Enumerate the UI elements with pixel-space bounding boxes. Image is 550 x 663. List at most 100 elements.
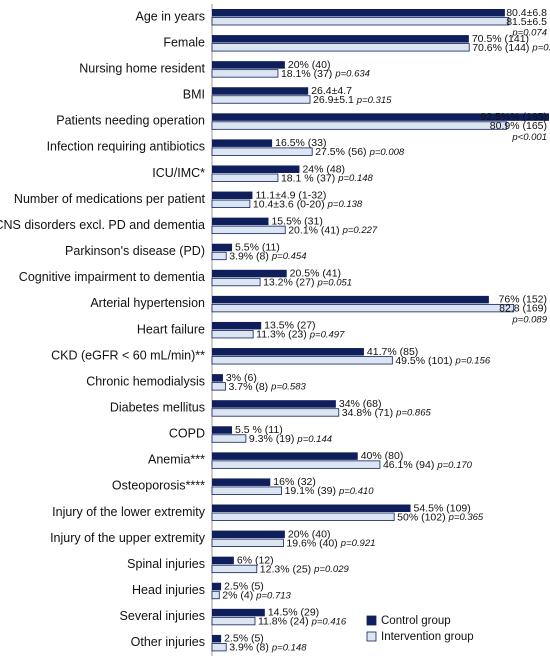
- value-label: 49.5% (101): [395, 355, 452, 367]
- value-label: 19.6% (40): [286, 537, 337, 549]
- bar: [212, 139, 273, 147]
- value-label: 11.1±4.9 (1-32): [255, 189, 326, 201]
- value-label: 13.5% (27): [264, 320, 315, 332]
- bar: [212, 608, 265, 617]
- p-value: p=0.170: [436, 460, 472, 471]
- p-value: p<0.001: [511, 132, 547, 143]
- legend-swatch: [366, 631, 377, 642]
- bar: [212, 582, 222, 591]
- value-label: 70.6% (144): [472, 42, 529, 54]
- bar: [212, 87, 309, 95]
- category-label: Infection requiring antibiotics: [47, 140, 205, 154]
- value-label: 24% (48): [302, 163, 345, 175]
- bar: [212, 243, 233, 252]
- category-label: Arterial hypertension: [90, 296, 205, 310]
- bar: [212, 61, 285, 69]
- category-label: Head injuries: [132, 583, 205, 597]
- bar: [211, 17, 510, 26]
- bar: [211, 643, 227, 652]
- value-label: 3.9% (8): [229, 251, 269, 263]
- bar: [211, 69, 279, 78]
- bar: [212, 452, 358, 460]
- p-value: p=0.315: [356, 95, 392, 106]
- value-label: 18.1 % (37): [281, 172, 335, 184]
- category-label: Chronic hemodialysis: [86, 374, 205, 388]
- value-label: 81.5±6.5: [506, 16, 547, 28]
- value-label: 80.9% (165): [490, 120, 547, 132]
- value-label: 10.4±3.6 (0-20): [253, 198, 325, 210]
- value-label: 13.2% (27): [263, 277, 314, 289]
- category-label: CKD (eGFR < 60 mL/min)**: [51, 348, 205, 362]
- bar: [212, 321, 262, 330]
- value-label: 12.3% (25): [260, 563, 311, 575]
- bar: [212, 9, 505, 17]
- bar: [211, 303, 515, 313]
- bar: [212, 217, 269, 226]
- p-value: p=0.144: [296, 434, 332, 445]
- category-label: CNS disorders excl. PD and dementia: [0, 218, 205, 232]
- category-label: Number of medications per patient: [14, 192, 206, 206]
- bar: [211, 486, 282, 495]
- p-value: p=0.029: [313, 564, 349, 575]
- value-label: 15.5% (31): [271, 215, 322, 227]
- p-value: p=0.583: [270, 382, 306, 393]
- bar: [211, 538, 284, 547]
- p-value: p=0.227: [342, 225, 378, 236]
- value-label: 2.5% (5): [224, 581, 264, 593]
- legend-label: Control group: [381, 615, 451, 627]
- value-label: 54.5% (109): [414, 502, 471, 514]
- p-value: p=0.410: [338, 486, 374, 497]
- category-label: Nursing home resident: [79, 61, 205, 75]
- bar: [212, 295, 489, 304]
- bar: [212, 35, 469, 43]
- category-label: Injury of the lower extremity: [52, 505, 206, 519]
- bar: [212, 556, 234, 565]
- bar: [212, 374, 223, 382]
- bar: [211, 95, 311, 104]
- category-label: Diabetes mellitus: [110, 400, 205, 414]
- category-label: Patients needing operation: [56, 114, 205, 128]
- bar: [212, 530, 285, 539]
- p-value: p=0.089: [511, 314, 547, 325]
- category-label: Parkinson's disease (PD): [65, 244, 205, 258]
- bar: [211, 356, 393, 365]
- p-value: p=0.074: [511, 28, 547, 39]
- bar: [212, 113, 549, 121]
- bar: [211, 173, 279, 182]
- value-label: 9.3% (19): [249, 433, 295, 445]
- p-value: p=0.921: [340, 538, 376, 549]
- p-value: p=0.365: [448, 512, 484, 523]
- p-value: p=0.634: [334, 69, 370, 80]
- value-label: 20.1% (41): [288, 224, 339, 236]
- bar: [211, 564, 258, 574]
- p-value: p=0.148: [337, 173, 373, 184]
- value-label: 20% (40): [288, 59, 331, 71]
- bar: [211, 121, 508, 130]
- bar: [211, 460, 381, 469]
- category-label: Heart failure: [137, 322, 205, 336]
- value-label: 41.7% (85): [367, 346, 418, 358]
- value-label: 70.5% (141): [472, 33, 529, 45]
- category-label: Cognitive impairment to dementia: [19, 270, 205, 284]
- category-label: Osteoporosis****: [112, 479, 205, 493]
- value-label: 2.5% (5): [224, 633, 264, 645]
- category-label: Injury of the upper extremity: [50, 531, 206, 545]
- bar: [211, 382, 226, 391]
- value-label: 16.5% (33): [275, 137, 326, 149]
- value-label: 14.5% (29): [268, 607, 319, 619]
- category-label: Spinal injuries: [127, 557, 205, 571]
- bar: [211, 225, 286, 235]
- p-value: p=0.156: [455, 356, 491, 367]
- value-label: 3% (6): [226, 372, 257, 384]
- value-label: 26.9±5.1: [313, 94, 354, 106]
- p-value: p=0.454: [271, 251, 307, 262]
- bar: [211, 199, 251, 208]
- value-label: 18.1% (37): [281, 68, 332, 80]
- bar: [212, 191, 253, 200]
- bar: [211, 277, 261, 287]
- value-label: 2% (4): [222, 590, 253, 602]
- category-label: COPD: [169, 427, 205, 441]
- bar: [212, 400, 336, 408]
- legend-label: Intervention group: [381, 631, 474, 643]
- bar: [212, 504, 411, 513]
